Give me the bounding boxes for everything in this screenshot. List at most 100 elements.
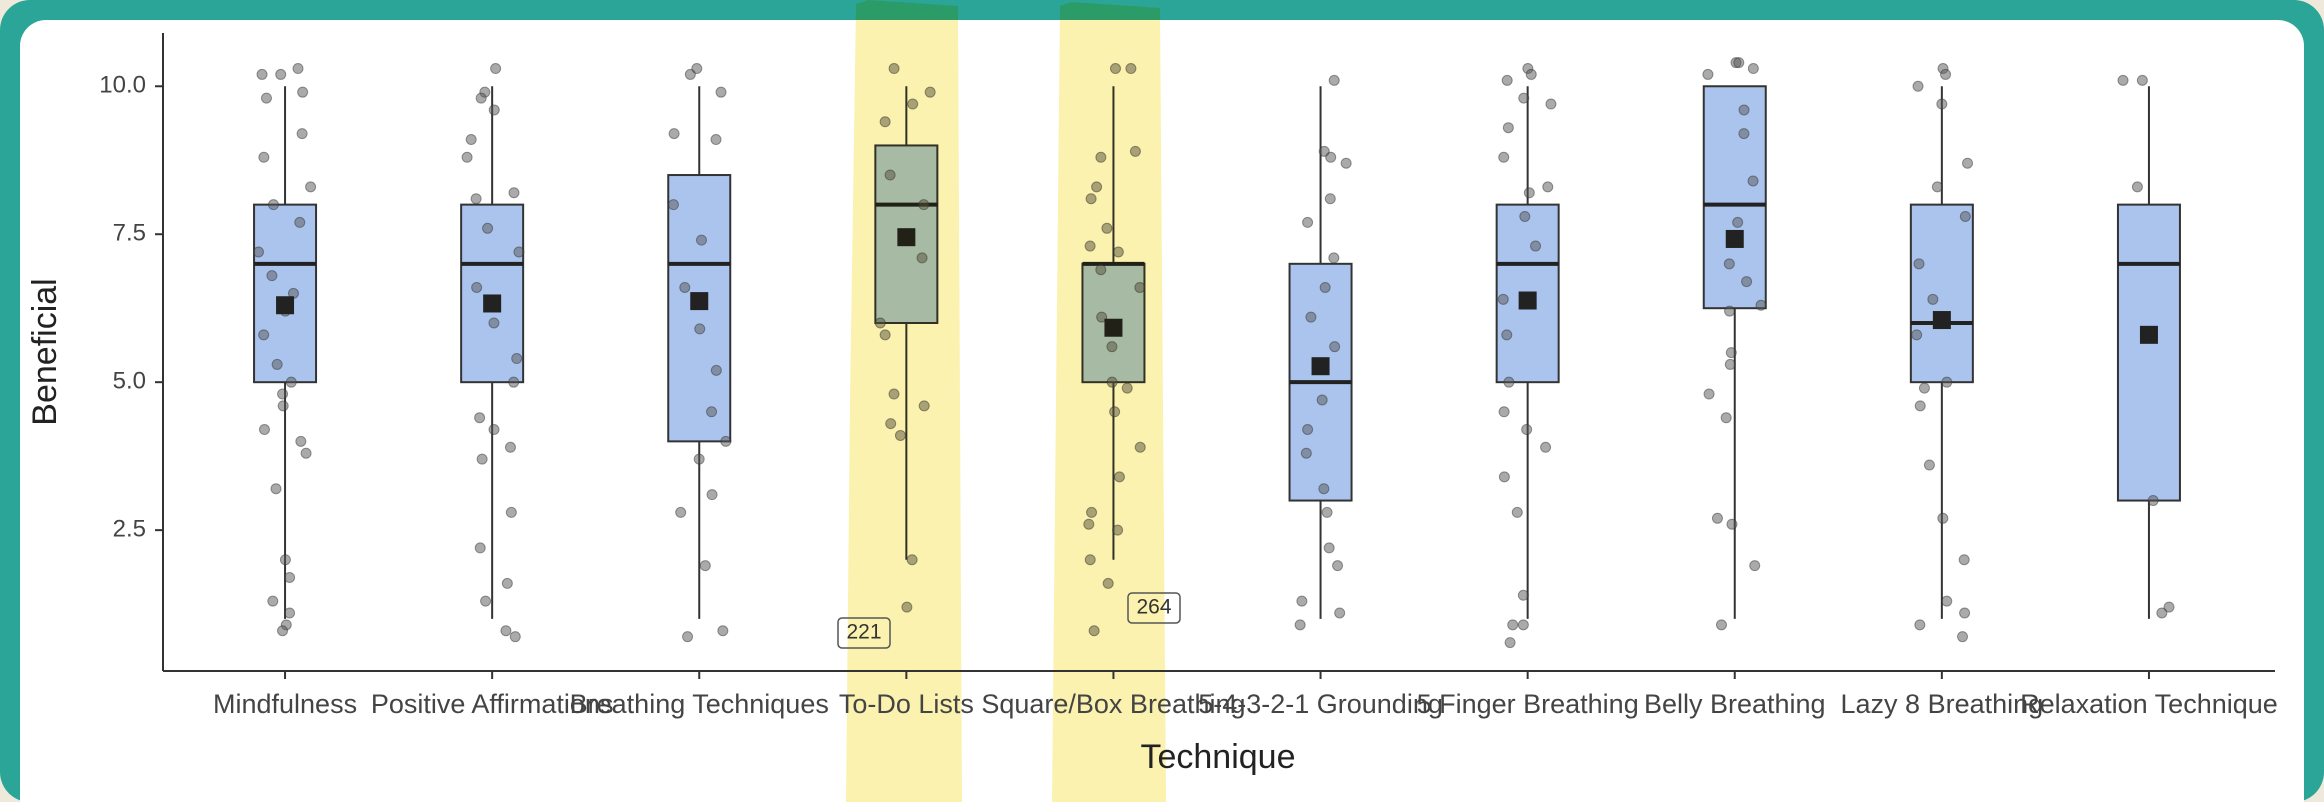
jitter-point	[683, 632, 693, 642]
jitter-point	[509, 377, 519, 387]
jitter-point	[301, 448, 311, 458]
jitter-point	[293, 64, 303, 74]
jitter-point	[272, 359, 282, 369]
jitter-point	[1703, 69, 1713, 79]
jitter-point	[1519, 93, 1529, 103]
jitter-point	[2137, 75, 2147, 85]
jitter-point	[259, 330, 269, 340]
jitter-point	[694, 454, 704, 464]
box	[1704, 86, 1766, 308]
jitter-point	[1503, 123, 1513, 133]
jitter-point	[462, 152, 472, 162]
highlights	[846, 0, 1166, 802]
jitter-point	[1739, 129, 1749, 139]
jitter-point	[1541, 442, 1551, 452]
jitter-point	[1959, 555, 1969, 565]
jitter-point	[1546, 99, 1556, 109]
x-tick-label: 5-4-3-2-1 Grounding	[1198, 689, 1443, 719]
jitter-point	[1504, 377, 1514, 387]
jitter-point	[489, 318, 499, 328]
jitter-point	[707, 490, 717, 500]
jitter-point	[1326, 152, 1336, 162]
jitter-point	[676, 507, 686, 517]
mean-marker	[1519, 292, 1537, 310]
jitter-point	[1919, 383, 1929, 393]
jitter-point	[268, 200, 278, 210]
x-tick-label: Mindfulness	[213, 689, 357, 719]
jitter-point	[1912, 330, 1922, 340]
jitter-point	[285, 608, 295, 618]
jitter-point	[1508, 620, 1518, 630]
jitter-point	[1303, 217, 1313, 227]
jitter-point	[509, 188, 519, 198]
jitter-point	[1960, 211, 1970, 221]
jitter-point	[510, 632, 520, 642]
jitter-point	[1716, 620, 1726, 630]
jitter-point	[276, 69, 286, 79]
jitter-point	[1322, 507, 1332, 517]
jitter-point	[306, 182, 316, 192]
jitter-point	[296, 436, 306, 446]
jitter-point	[1750, 561, 1760, 571]
jitter-point	[1317, 395, 1327, 405]
box	[254, 205, 316, 383]
jitter-point	[685, 69, 695, 79]
jitter-point	[1958, 632, 1968, 642]
annotation: 221	[846, 621, 881, 644]
x-axis-title: Technique	[1140, 738, 1295, 776]
jitter-point	[1734, 58, 1744, 68]
jitter-point	[718, 626, 728, 636]
jitter-point	[1505, 638, 1515, 648]
mean-marker	[690, 292, 708, 310]
annotation: 264	[1136, 596, 1171, 619]
jitter-point	[502, 578, 512, 588]
jitter-point	[295, 217, 305, 227]
y-tick-label: 7.5	[113, 220, 146, 247]
jitter-point	[471, 194, 481, 204]
jitter-point	[1524, 188, 1534, 198]
jitter-point	[1942, 596, 1952, 606]
mean-marker	[276, 296, 294, 314]
jitter-point	[1748, 176, 1758, 186]
jitter-point	[489, 425, 499, 435]
box	[1911, 205, 1973, 383]
jitter-point	[1295, 620, 1305, 630]
jitter-point	[707, 407, 717, 417]
jitter-point	[1499, 152, 1509, 162]
jitter-point	[259, 425, 269, 435]
jitter-point	[514, 247, 524, 257]
jitter-point	[1303, 425, 1313, 435]
x-tick-label: Lazy 8 Breathing	[1841, 689, 2044, 719]
jitter-point	[721, 436, 731, 446]
jitter-point	[2157, 608, 2167, 618]
highlight-stroke	[1052, 2, 1166, 802]
jitter-point	[1913, 81, 1923, 91]
jitter-point	[1320, 282, 1330, 292]
jitter-point	[716, 87, 726, 97]
mean-marker	[2140, 326, 2158, 344]
jitter-point	[1520, 211, 1530, 221]
jitter-point	[1324, 543, 1334, 553]
jitter-point	[1543, 182, 1553, 192]
jitter-point	[477, 454, 487, 464]
jitter-point	[1937, 99, 1947, 109]
jitter-point	[1526, 69, 1536, 79]
mean-marker	[483, 294, 501, 312]
jitter-point	[1499, 407, 1509, 417]
jitter-point	[1335, 608, 1345, 618]
jitter-point	[1704, 389, 1714, 399]
jitter-point	[1502, 330, 1512, 340]
jitter-point	[257, 69, 267, 79]
jitter-point	[1518, 620, 1528, 630]
jitter-point	[271, 484, 281, 494]
jitter-point	[1938, 513, 1948, 523]
jitter-point	[711, 365, 721, 375]
jitter-point	[1915, 401, 1925, 411]
jitter-point	[278, 401, 288, 411]
jitter-point	[711, 135, 721, 145]
jitter-point	[1915, 620, 1925, 630]
jitter-point	[278, 626, 288, 636]
jitter-point	[472, 282, 482, 292]
jitter-point	[297, 129, 307, 139]
chart: 221264 Technique Beneficial 2.55.07.510.…	[0, 0, 2324, 802]
